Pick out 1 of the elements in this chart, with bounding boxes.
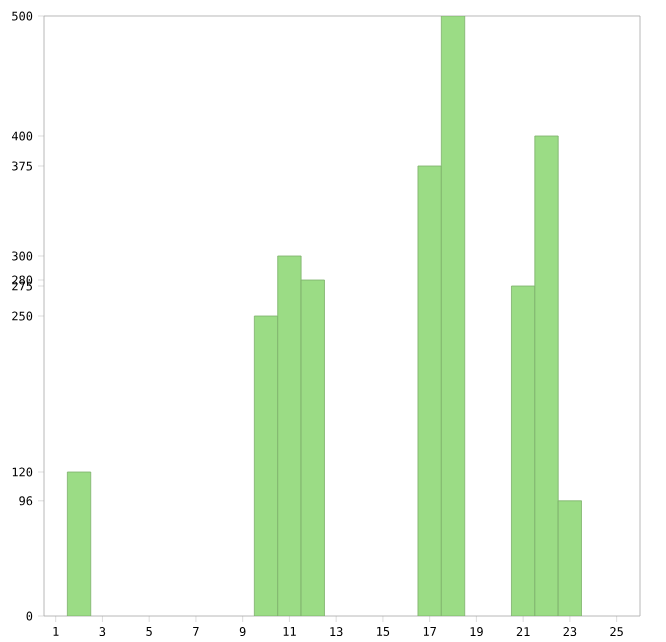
bar (66, 471, 92, 616)
